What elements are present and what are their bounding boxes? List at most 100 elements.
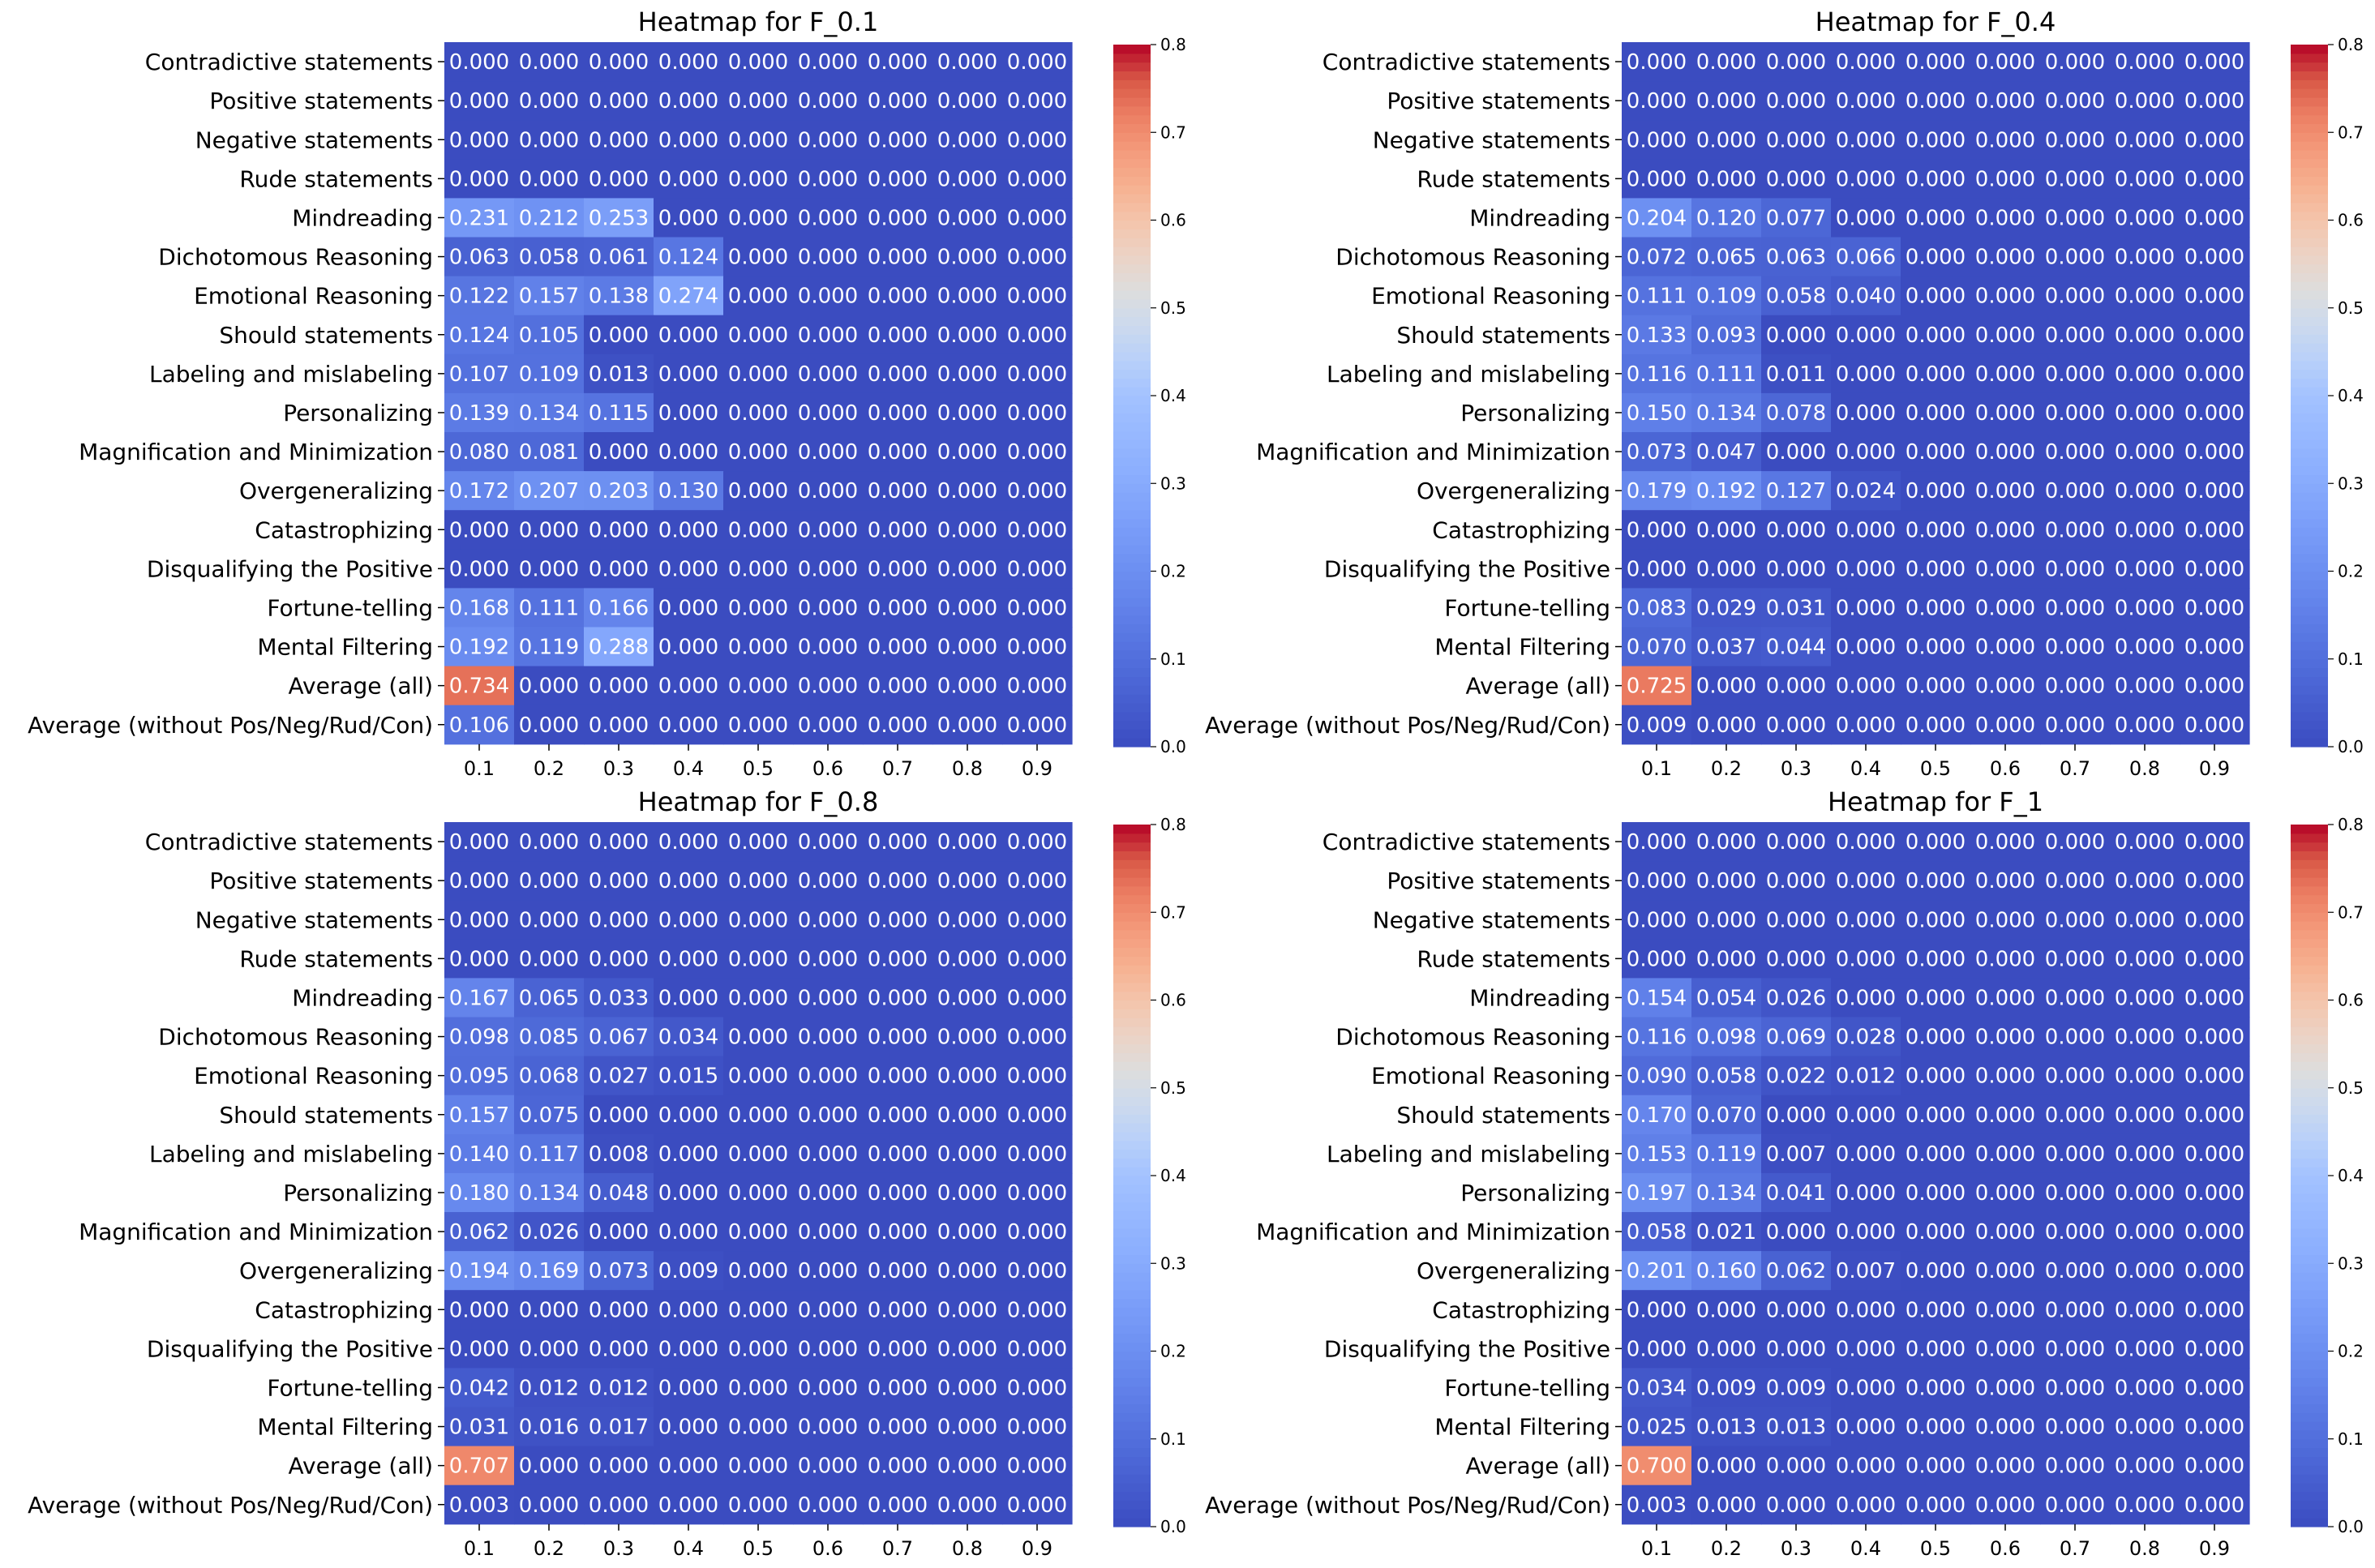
cell-value-label: 0.077 (1766, 206, 1826, 230)
heatmap-cell (1002, 549, 1073, 589)
heatmap-cell (1970, 1017, 2041, 1057)
cell-value-label: 0.000 (1007, 1416, 1067, 1440)
cell-value-label: 0.047 (1696, 440, 1756, 465)
heatmap-cell (1831, 1407, 1901, 1447)
cell-value-label: 0.253 (589, 206, 649, 230)
cell-value-label: 0.194 (449, 1259, 509, 1283)
heatmap-cell (1691, 1484, 1762, 1525)
colorbar-segment (1113, 562, 1151, 572)
cell-value-label: 0.000 (2045, 947, 2105, 971)
heatmap-cell (1901, 432, 1971, 472)
heatmap-cell (654, 705, 724, 745)
cell-value-label: 0.000 (937, 246, 997, 270)
cell-value-label: 0.138 (589, 285, 649, 309)
colorbar-segment (2291, 894, 2328, 905)
colorbar-segment (1113, 947, 1151, 957)
colorbar-segment (1113, 71, 1151, 80)
heatmap-cell (1901, 81, 1971, 121)
cell-value-label: 0.000 (1627, 89, 1687, 114)
colorbar-segment (2291, 1447, 2328, 1457)
heatmap-cell (723, 315, 794, 355)
cell-value-label: 0.000 (2115, 128, 2175, 152)
colorbar-segment (1113, 1149, 1151, 1159)
colorbar-segment (2291, 1438, 2328, 1449)
heatmap-cell (584, 432, 654, 472)
colorbar-tick-label: 0.5 (2338, 1078, 2364, 1098)
colorbar-segment (1113, 1026, 1151, 1036)
cell-value-label: 0.000 (1975, 596, 2035, 620)
heatmap-cell (1901, 1212, 1971, 1252)
cell-value-label: 0.000 (2115, 285, 2175, 309)
row-label: Catastrophizing (1432, 1296, 1610, 1323)
heatmap-cell (2110, 588, 2180, 628)
heatmap-cell (2110, 861, 2180, 901)
row-label: Overgeneralizing (239, 478, 433, 504)
cell-value-label: 0.034 (658, 1026, 718, 1050)
cell-value-label: 0.000 (519, 518, 579, 542)
colorbar-segment (2291, 1105, 2328, 1115)
cell-value-label: 0.000 (1906, 1377, 1966, 1401)
heatmap-cell (1761, 978, 1832, 1018)
colorbar-segment (1113, 1096, 1151, 1106)
colorbar-segment (2291, 1500, 2328, 1510)
cell-value-label: 0.000 (449, 1298, 509, 1322)
cell-value-label: 0.000 (1836, 1377, 1896, 1401)
heatmap-cell (932, 1056, 1003, 1096)
heatmap-cell (793, 978, 864, 1018)
cell-value-label: 0.153 (1627, 1142, 1687, 1167)
cell-value-label: 0.000 (868, 50, 928, 75)
heatmap-cell (2110, 822, 2180, 862)
colorbar-segment (2291, 229, 2328, 238)
colorbar-segment (1113, 729, 1151, 739)
colorbar-segment (2291, 1263, 2328, 1273)
cell-value-label: 0.000 (937, 1337, 997, 1361)
cell-value-label: 0.000 (1836, 869, 1896, 893)
heatmap-cell (1831, 159, 1901, 199)
cell-value-label: 0.000 (1766, 1298, 1826, 1322)
heatmap-cell (444, 627, 515, 667)
cell-value-label: 0.000 (2045, 1142, 2105, 1167)
heatmap-cell (2110, 120, 2180, 160)
cell-value-label: 0.000 (2115, 50, 2175, 75)
cell-value-label: 0.000 (1766, 128, 1826, 152)
colorbar-segment (1113, 1438, 1151, 1449)
heatmap-cell (863, 1017, 933, 1057)
cell-value-label: 0.000 (658, 518, 718, 542)
cell-value-label: 0.000 (449, 167, 509, 191)
cell-value-label: 0.000 (1007, 518, 1067, 542)
row-label: Mindreading (1469, 204, 1610, 231)
heatmap-cell (1761, 1407, 1832, 1447)
cell-value-label: 0.000 (2184, 1416, 2244, 1440)
row-label: Should statements (219, 322, 433, 349)
cell-value-label: 0.000 (937, 908, 997, 932)
heatmap-cell (1622, 1290, 1692, 1330)
cell-value-label: 0.000 (589, 1454, 649, 1479)
cell-value-label: 0.000 (1975, 440, 2035, 465)
cell-value-label: 0.000 (2184, 830, 2244, 855)
colorbar-segment (1113, 45, 1151, 54)
colorbar-segment (1113, 1035, 1151, 1045)
heatmap-cell (1002, 510, 1073, 550)
cell-value-label: 0.003 (1627, 1493, 1687, 1518)
heatmap-cell (514, 42, 585, 82)
heatmap-cell (1622, 1368, 1692, 1408)
column-label: 0.7 (882, 757, 913, 780)
cell-value-label: 0.000 (1766, 1220, 1826, 1245)
colorbar-segment (2291, 903, 2328, 913)
colorbar-segment (2291, 149, 2328, 160)
row-label: Average (without Pos/Neg/Rud/Con) (28, 712, 433, 739)
heatmap-cell (444, 1329, 515, 1369)
colorbar-segment (2291, 685, 2328, 695)
heatmap-cell (1622, 861, 1692, 901)
cell-value-label: 0.000 (1696, 518, 1756, 542)
cell-value-label: 0.000 (658, 1298, 718, 1322)
heatmap-cell (1002, 861, 1073, 901)
cell-value-label: 0.000 (2115, 1259, 2175, 1283)
colorbar-segment (2291, 1491, 2328, 1502)
colorbar-segment (1113, 79, 1151, 89)
colorbar-tick-label: 0.3 (1160, 1253, 1186, 1273)
colorbar-segment (1113, 1369, 1151, 1378)
colorbar-tick-label: 0.2 (2338, 562, 2364, 581)
row-label: Fortune-telling (1444, 594, 1610, 621)
cell-value-label: 0.000 (728, 89, 788, 114)
